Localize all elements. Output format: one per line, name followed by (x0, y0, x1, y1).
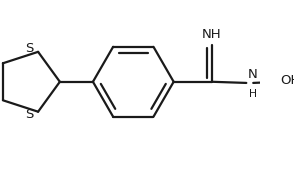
Text: NH: NH (202, 28, 222, 41)
Text: H: H (249, 89, 257, 99)
Text: OH: OH (280, 74, 294, 87)
Text: N: N (248, 68, 257, 81)
Text: S: S (25, 42, 34, 56)
Text: S: S (25, 108, 34, 121)
